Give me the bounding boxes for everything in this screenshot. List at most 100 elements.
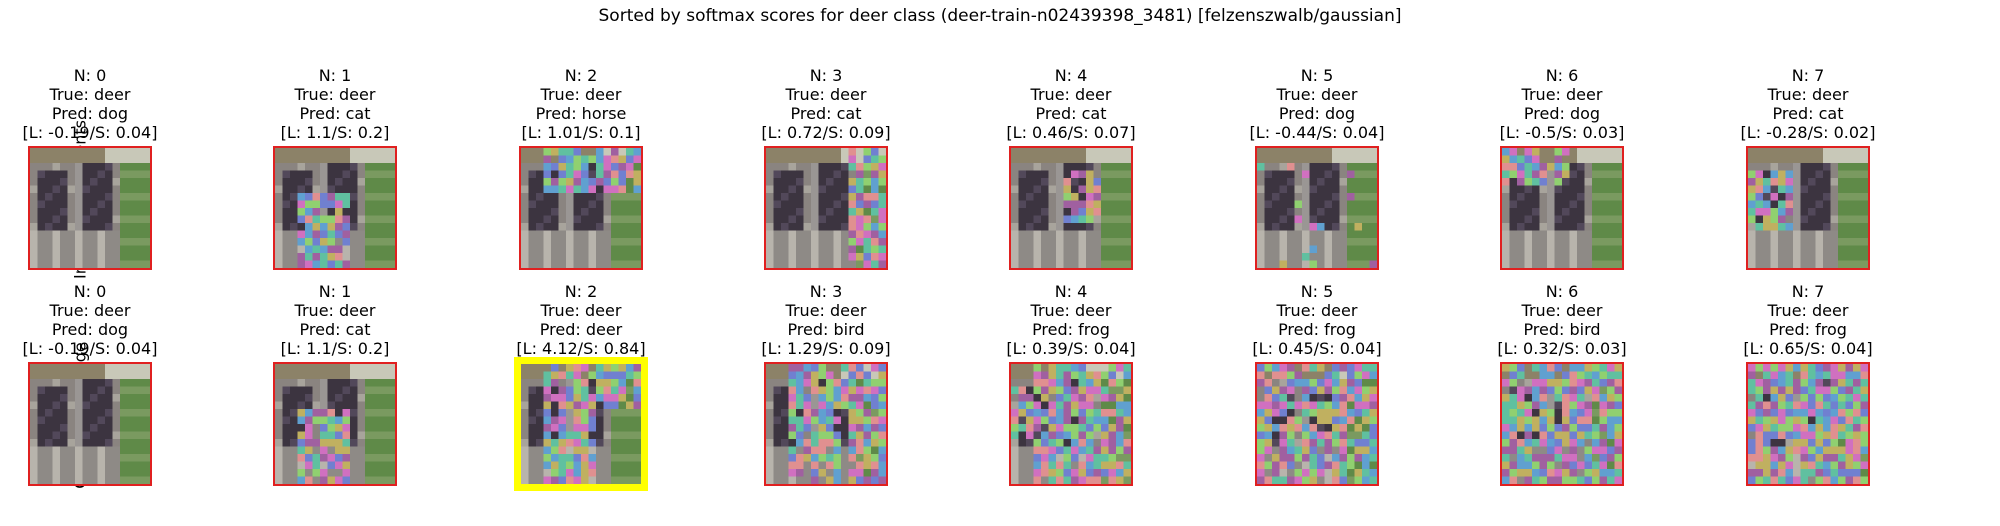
thumbnail-image: [1009, 362, 1133, 486]
panel-cumulative-6: N: 6 True: deer Pred: bird [L: 0.32/S: 0.03…: [1452, 282, 1672, 486]
panel-caption: N: 3 True: deer Pred: bird [L: 1.29/S: 0.09…: [716, 282, 936, 358]
caption-pred: Pred: horse: [535, 104, 627, 123]
caption-pred: Pred: dog: [1278, 104, 1356, 123]
caption-score: [L: -0.19/S: 0.04]: [22, 123, 158, 142]
caption-n: N: 5: [1300, 282, 1334, 301]
panel-caption: N: 7 True: deer Pred: frog [L: 0.65/S: 0.04…: [1698, 282, 1918, 358]
caption-n: N: 1: [318, 66, 352, 85]
panel-caption: N: 0 True: deer Pred: dog [L: -0.19/S: 0.04…: [0, 66, 200, 142]
panel-caption: N: 2 True: deer Pred: horse [L: 1.01/S: 0.1…: [471, 66, 691, 142]
thumbnail-image: [1255, 146, 1379, 270]
caption-true: True: deer: [294, 301, 376, 320]
caption-true: True: deer: [294, 85, 376, 104]
panel-caption: N: 3 True: deer Pred: cat [L: 0.72/S: 0.09]: [716, 66, 936, 142]
caption-n: N: 2: [564, 66, 598, 85]
caption-true: True: deer: [1767, 85, 1849, 104]
panel-individual-3: N: 3 True: deer Pred: cat [L: 0.72/S: 0.09]: [716, 66, 936, 270]
caption-score: [L: 0.72/S: 0.09]: [761, 123, 891, 142]
panel-cumulative-5: N: 5 True: deer Pred: frog [L: 0.45/S: 0.04…: [1207, 282, 1427, 486]
caption-pred: Pred: frog: [1769, 320, 1847, 339]
caption-pred: Pred: dog: [51, 320, 129, 339]
caption-pred: Pred: cat: [1772, 104, 1844, 123]
caption-true: True: deer: [1030, 301, 1112, 320]
caption-score: [L: 1.29/S: 0.09]: [761, 339, 891, 358]
caption-score: [L: 1.1/S: 0.2]: [280, 339, 390, 358]
panel-caption: N: 6 True: deer Pred: dog [L: -0.5/S: 0.03]: [1452, 66, 1672, 142]
panel-caption: N: 7 True: deer Pred: cat [L: -0.28/S: 0.02…: [1698, 66, 1918, 142]
caption-true: True: deer: [1767, 301, 1849, 320]
caption-true: True: deer: [540, 85, 622, 104]
caption-pred: Pred: bird: [1523, 320, 1601, 339]
caption-true: True: deer: [49, 301, 131, 320]
thumbnail-image: [1500, 146, 1624, 270]
panel-cumulative-1: N: 1 True: deer Pred: cat [L: 1.1/S: 0.2]: [225, 282, 445, 486]
thumbnail-image: [1500, 362, 1624, 486]
caption-n: N: 2: [564, 282, 598, 301]
caption-pred: Pred: deer: [539, 320, 623, 339]
caption-score: [L: 0.46/S: 0.07]: [1006, 123, 1136, 142]
panel-individual-6: N: 6 True: deer Pred: dog [L: -0.5/S: 0.03]: [1452, 66, 1672, 270]
thumbnail-image: [273, 362, 397, 486]
panel-cumulative-4: N: 4 True: deer Pred: frog [L: 0.39/S: 0.04…: [961, 282, 1181, 486]
panel-cumulative-2: N: 2 True: deer Pred: deer [L: 4.12/S: 0.84…: [471, 282, 691, 491]
caption-n: N: 5: [1300, 66, 1334, 85]
caption-score: [L: 0.65/S: 0.04]: [1743, 339, 1873, 358]
caption-score: [L: 0.39/S: 0.04]: [1006, 339, 1136, 358]
panel-caption: N: 5 True: deer Pred: dog [L: -0.44/S: 0.04…: [1207, 66, 1427, 142]
caption-true: True: deer: [1276, 301, 1358, 320]
caption-score: [L: -0.5/S: 0.03]: [1499, 123, 1625, 142]
panel-caption: N: 1 True: deer Pred: cat [L: 1.1/S: 0.2]: [225, 282, 445, 358]
thumbnail-image: [1746, 146, 1870, 270]
panel-caption: N: 2 True: deer Pred: deer [L: 4.12/S: 0.84…: [471, 282, 691, 358]
caption-n: N: 7: [1791, 282, 1825, 301]
figure-title: Sorted by softmax scores for deer class …: [598, 6, 1402, 26]
panel-caption: N: 5 True: deer Pred: frog [L: 0.45/S: 0.04…: [1207, 282, 1427, 358]
caption-pred: Pred: dog: [51, 104, 129, 123]
caption-score: [L: 4.12/S: 0.84]: [516, 339, 646, 358]
caption-n: N: 6: [1545, 282, 1579, 301]
panel-caption: N: 1 True: deer Pred: cat [L: 1.1/S: 0.2]: [225, 66, 445, 142]
caption-n: N: 4: [1054, 66, 1088, 85]
thumbnail-image-best: [514, 357, 648, 491]
caption-true: True: deer: [1521, 85, 1603, 104]
caption-pred: Pred: dog: [1523, 104, 1601, 123]
panel-individual-2: N: 2 True: deer Pred: horse [L: 1.01/S: 0.1…: [471, 66, 691, 270]
panel-cumulative-0: N: 0 True: deer Pred: dog [L: -0.19/S: 0.04…: [0, 282, 200, 486]
panel-caption: N: 4 True: deer Pred: frog [L: 0.39/S: 0.04…: [961, 282, 1181, 358]
caption-true: True: deer: [49, 85, 131, 104]
caption-pred: Pred: cat: [299, 320, 371, 339]
thumbnail-image: [1746, 362, 1870, 486]
caption-n: N: 0: [73, 66, 107, 85]
caption-n: N: 0: [73, 282, 107, 301]
caption-n: N: 6: [1545, 66, 1579, 85]
thumbnail-image: [1255, 362, 1379, 486]
panel-individual-0: N: 0 True: deer Pred: dog [L: -0.19/S: 0.04…: [0, 66, 200, 270]
panel-caption: N: 4 True: deer Pred: cat [L: 0.46/S: 0.07]: [961, 66, 1181, 142]
thumbnail-image: [764, 362, 888, 486]
caption-score: [L: 0.45/S: 0.04]: [1252, 339, 1382, 358]
caption-pred: Pred: frog: [1032, 320, 1110, 339]
panel-individual-1: N: 1 True: deer Pred: cat [L: 1.1/S: 0.2]: [225, 66, 445, 270]
caption-score: [L: 1.01/S: 0.1]: [521, 123, 641, 142]
caption-true: True: deer: [1030, 85, 1112, 104]
caption-score: [L: -0.44/S: 0.04]: [1249, 123, 1385, 142]
thumbnail-image: [28, 362, 152, 486]
caption-n: N: 3: [809, 66, 843, 85]
panel-individual-5: N: 5 True: deer Pred: dog [L: -0.44/S: 0.04…: [1207, 66, 1427, 270]
panel-caption: N: 6 True: deer Pred: bird [L: 0.32/S: 0.03…: [1452, 282, 1672, 358]
caption-n: N: 3: [809, 282, 843, 301]
caption-pred: Pred: frog: [1278, 320, 1356, 339]
caption-n: N: 4: [1054, 282, 1088, 301]
panel-caption: N: 0 True: deer Pred: dog [L: -0.19/S: 0.04…: [0, 282, 200, 358]
caption-n: N: 1: [318, 282, 352, 301]
thumbnail-image: [1009, 146, 1133, 270]
caption-true: True: deer: [785, 301, 867, 320]
panel-cumulative-3: N: 3 True: deer Pred: bird [L: 1.29/S: 0.09…: [716, 282, 936, 486]
caption-pred: Pred: bird: [787, 320, 865, 339]
caption-score: [L: 0.32/S: 0.03]: [1497, 339, 1627, 358]
thumbnail-image: [764, 146, 888, 270]
caption-score: [L: -0.28/S: 0.02]: [1740, 123, 1876, 142]
caption-true: True: deer: [1276, 85, 1358, 104]
thumbnail-image: [273, 146, 397, 270]
caption-n: N: 7: [1791, 66, 1825, 85]
